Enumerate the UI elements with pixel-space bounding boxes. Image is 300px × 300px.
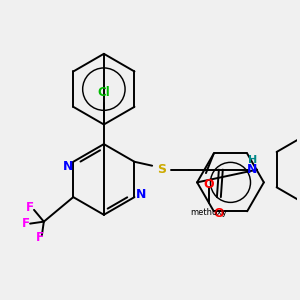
Text: methoxy: methoxy bbox=[190, 208, 227, 217]
Text: S: S bbox=[158, 163, 166, 176]
Text: N: N bbox=[63, 160, 74, 173]
Text: F: F bbox=[36, 231, 44, 244]
Text: N: N bbox=[247, 163, 257, 176]
Text: N: N bbox=[136, 188, 146, 201]
Text: F: F bbox=[22, 217, 30, 230]
Text: Cl: Cl bbox=[98, 86, 110, 99]
Text: F: F bbox=[26, 201, 34, 214]
Text: O: O bbox=[214, 207, 224, 220]
Text: O: O bbox=[204, 178, 214, 191]
Text: H: H bbox=[248, 155, 257, 165]
